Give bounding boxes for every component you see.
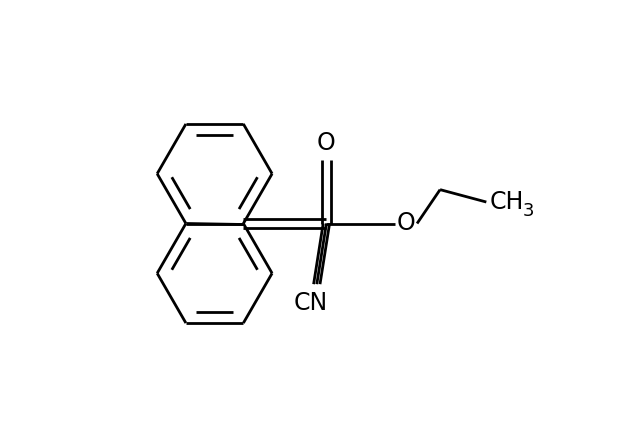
Text: O: O xyxy=(317,131,336,155)
Text: CH: CH xyxy=(490,190,524,214)
Text: 3: 3 xyxy=(523,202,534,220)
Text: O: O xyxy=(397,211,415,236)
Text: CN: CN xyxy=(293,291,328,315)
